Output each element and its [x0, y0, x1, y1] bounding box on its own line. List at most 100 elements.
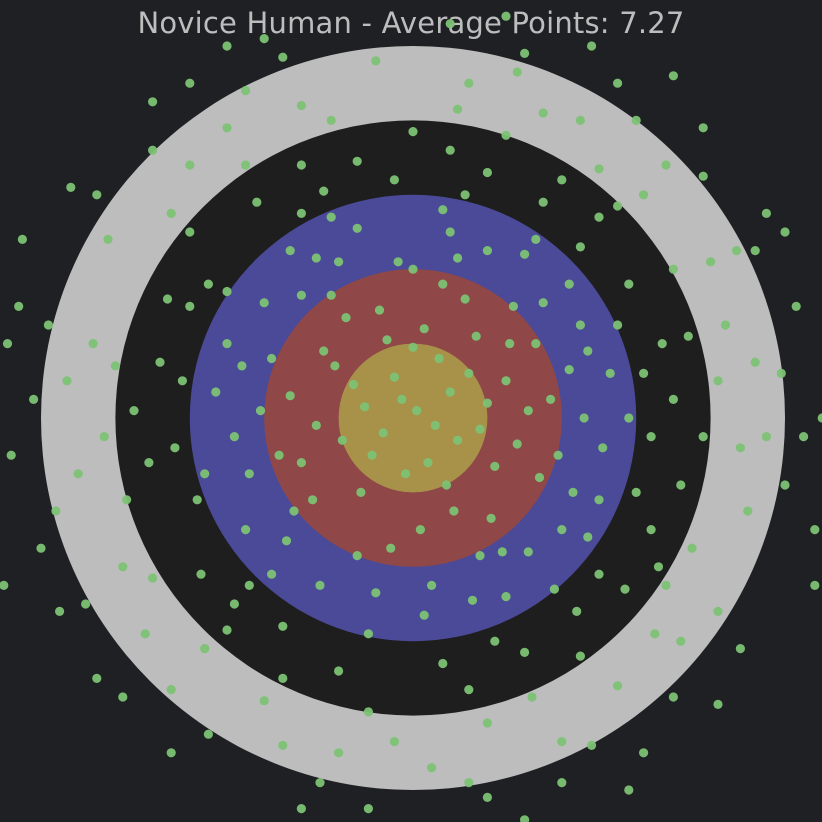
shot-point [352, 156, 362, 166]
shot-point [92, 673, 102, 684]
shot-point [296, 804, 306, 814]
shot-point [575, 242, 586, 252]
shot-point [371, 56, 381, 66]
shot-point [501, 11, 511, 21]
shot-point [427, 763, 437, 773]
shot-point [557, 737, 567, 747]
shot-point [148, 573, 158, 583]
shot-point [453, 104, 463, 114]
shot-point [624, 413, 634, 423]
shot-point [453, 253, 463, 263]
shot-point [817, 413, 822, 423]
shot-point [427, 580, 437, 591]
shot-point [620, 584, 630, 594]
shot-point [278, 621, 288, 631]
shot-point [412, 406, 422, 416]
shot-point [546, 394, 556, 404]
shot-point [62, 376, 72, 386]
shot-point [229, 432, 239, 442]
shot-point [668, 394, 679, 404]
shot-point [244, 580, 254, 591]
shot-point [0, 580, 9, 590]
shot-point [334, 257, 344, 267]
shot-point [6, 450, 16, 460]
shot-point [244, 469, 254, 479]
shot-point [706, 257, 716, 267]
shot-point [389, 737, 399, 747]
shot-point [676, 636, 686, 646]
shot-point [259, 696, 269, 706]
shot-point [780, 227, 790, 237]
shot-point [185, 160, 195, 170]
shot-point [464, 778, 474, 788]
shot-point [587, 740, 597, 751]
shot-point [445, 145, 455, 155]
shot-point [341, 313, 351, 323]
shot-point [575, 320, 586, 330]
shot-point [166, 748, 176, 758]
shot-point [613, 320, 623, 330]
shot-point [360, 402, 370, 412]
shot-point [613, 78, 623, 88]
shot-point [735, 644, 746, 654]
shot-point [401, 469, 411, 479]
shot-point [408, 342, 418, 352]
shot-point [698, 432, 708, 442]
shot-point [438, 658, 448, 669]
shot-point [28, 394, 39, 404]
shot-point [482, 398, 492, 408]
shot-point [430, 420, 440, 430]
shot-point [594, 495, 604, 505]
shot-point [419, 324, 429, 334]
shot-point [222, 286, 232, 297]
shot-point [334, 748, 344, 758]
shot-point [572, 606, 582, 617]
shot-point [505, 339, 515, 349]
shot-point [185, 78, 195, 88]
shot-point [308, 495, 318, 505]
shot-point [315, 580, 325, 591]
shot-point [166, 208, 176, 218]
shot-point [445, 19, 455, 29]
shot-point [438, 279, 448, 289]
shot-point [326, 115, 336, 125]
shot-point [653, 562, 664, 572]
shot-point [639, 748, 649, 758]
shot-point [110, 361, 120, 371]
shot-point [527, 692, 537, 702]
shot-point [520, 249, 530, 259]
shot-point [445, 227, 455, 237]
shot-point [520, 48, 530, 59]
shot-point [352, 223, 362, 233]
shot-point [423, 458, 433, 468]
shot-point [378, 428, 388, 438]
shot-point [583, 532, 593, 542]
shot-point [14, 301, 24, 311]
shot-point [683, 331, 693, 341]
shot-point [453, 435, 463, 445]
shot-point [155, 357, 165, 367]
shot-point [192, 495, 202, 505]
shot-point [501, 376, 511, 386]
shot-point [371, 588, 381, 598]
shot-point [296, 458, 306, 468]
shot-point [185, 227, 195, 237]
shot-point [449, 506, 459, 516]
shot-point [363, 629, 373, 639]
shot-point [743, 506, 753, 516]
shot-point [732, 246, 742, 256]
shot-point [698, 171, 708, 181]
shot-point [200, 644, 210, 654]
shot-point [523, 547, 533, 557]
shot-point [780, 480, 790, 490]
shot-point [315, 778, 325, 788]
shot-point [713, 606, 723, 617]
shot-point [639, 368, 649, 378]
shot-point [587, 41, 597, 51]
shot-point [613, 201, 623, 211]
shot-point [490, 636, 500, 646]
chart-title: Novice Human - Average Points: 7.27 [137, 6, 685, 40]
ring-bullseye [338, 343, 488, 493]
shot-point [464, 685, 474, 695]
shot-point [512, 67, 522, 77]
